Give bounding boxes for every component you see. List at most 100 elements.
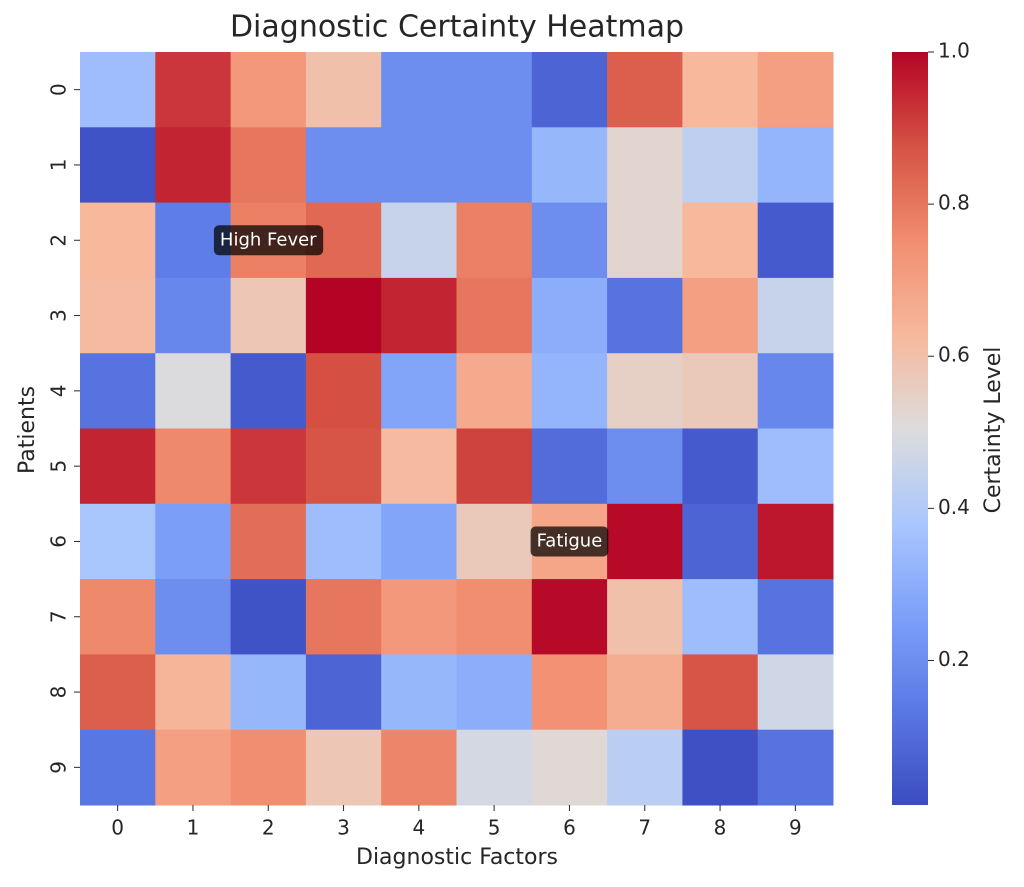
heatmap-cell <box>381 127 457 204</box>
heatmap-cell <box>381 202 457 279</box>
heatmap-cell <box>456 428 533 505</box>
annotation-text: Fatigue <box>537 530 603 551</box>
heatmap-cell <box>682 127 759 204</box>
heatmap-cell <box>155 579 232 655</box>
heatmap-cell <box>531 579 608 655</box>
heatmap-cell <box>456 52 533 128</box>
heatmap-cell <box>80 729 156 806</box>
heatmap-cell <box>155 503 232 580</box>
heatmap-cell <box>757 127 834 204</box>
heatmap-cell <box>757 428 834 505</box>
y-tick-label: 5 <box>47 460 71 473</box>
heatmap-cell <box>80 428 156 505</box>
heatmap-cell <box>305 127 382 204</box>
annotation: High Fever <box>213 225 324 256</box>
heatmap-cell <box>456 579 533 655</box>
heatmap-cell <box>80 353 156 429</box>
x-tick-label: 9 <box>789 816 802 840</box>
colorbar-tick-label: 0.2 <box>938 647 970 671</box>
heatmap-cell <box>757 52 834 128</box>
heatmap-cell <box>155 729 232 806</box>
heatmap-cell <box>456 503 533 580</box>
heatmap-cell <box>607 729 683 806</box>
heatmap-cell <box>305 428 382 505</box>
heatmap-cell <box>456 277 533 354</box>
heatmap-cell <box>80 579 156 655</box>
heatmap-cell <box>682 202 759 279</box>
heatmap-cell <box>531 202 608 279</box>
heatmap-cell <box>531 353 608 429</box>
heatmap-cell <box>80 277 156 354</box>
x-tick-label: 5 <box>488 816 501 840</box>
y-tick-label: 9 <box>47 761 71 774</box>
heatmap-cell <box>456 353 533 429</box>
heatmap-cell <box>305 353 382 429</box>
y-tick-label: 4 <box>47 384 71 397</box>
colorbar-tick-label: 0.6 <box>938 343 970 367</box>
heatmap-cell <box>155 127 232 204</box>
heatmap-cell <box>757 353 834 429</box>
heatmap-cell <box>607 503 683 580</box>
heatmap-cell <box>381 353 457 429</box>
colorbar-label: Certainty Level <box>981 347 1006 514</box>
heatmap-cell <box>682 52 759 128</box>
heatmap-cell <box>607 202 683 279</box>
heatmap-cell <box>757 729 834 806</box>
heatmap-cell <box>155 52 232 128</box>
colorbar-tick-label: 1.0 <box>938 39 970 63</box>
heatmap-cell <box>531 654 608 731</box>
colorbar-tick-label: 0.8 <box>938 191 970 215</box>
heatmap-cell <box>381 277 457 354</box>
heatmap-cell <box>607 353 683 429</box>
annotation-box <box>213 225 324 256</box>
y-tick-label: 2 <box>47 234 71 247</box>
heatmap-cell <box>381 729 457 806</box>
annotation: Fatigue <box>530 526 609 557</box>
heatmap-cell <box>757 503 834 580</box>
heatmap-cell <box>305 277 382 354</box>
heatmap-cell <box>607 579 683 655</box>
heatmap-cell <box>305 579 382 655</box>
heatmap-cell <box>381 654 457 731</box>
heatmap-cell <box>80 52 156 128</box>
heatmap-cell <box>456 127 533 204</box>
heatmap-cell <box>757 579 834 655</box>
heatmap-cell <box>531 277 608 354</box>
heatmap-cell <box>155 428 232 505</box>
heatmap-cell <box>757 277 834 354</box>
heatmap-cell <box>607 277 683 354</box>
heatmap-cell <box>607 52 683 128</box>
heatmap-cell <box>230 277 307 354</box>
heatmap-cell <box>80 127 156 204</box>
heatmap-cell <box>682 353 759 429</box>
y-tick-label: 6 <box>47 535 71 548</box>
heatmap-cell <box>381 579 457 655</box>
heatmap-cell <box>230 353 307 429</box>
colorbar-tick-label: 0.4 <box>938 495 970 519</box>
heatmap-cell <box>682 579 759 655</box>
x-tick-label: 1 <box>187 816 200 840</box>
y-tick-label: 1 <box>47 159 71 172</box>
y-tick-label: 7 <box>47 610 71 623</box>
heatmap-cell <box>381 503 457 580</box>
heatmap-cell <box>155 654 232 731</box>
heatmap-cell <box>230 127 307 204</box>
colorbar <box>892 52 928 805</box>
x-tick-label: 3 <box>337 816 350 840</box>
heatmap-cell <box>531 52 608 128</box>
heatmap-cell <box>230 579 307 655</box>
heatmap-cell <box>80 654 156 731</box>
annotation-text: High Fever <box>220 229 317 250</box>
heatmap-cell <box>757 654 834 731</box>
heatmap-cell <box>230 52 307 128</box>
heatmap-cell <box>682 729 759 806</box>
heatmap-cell <box>757 202 834 279</box>
heatmap-cell <box>456 202 533 279</box>
x-tick-label: 2 <box>262 816 275 840</box>
heatmap-cell <box>155 277 232 354</box>
heatmap-cell <box>155 353 232 429</box>
heatmap-cell <box>230 729 307 806</box>
heatmap-cell <box>381 52 457 128</box>
